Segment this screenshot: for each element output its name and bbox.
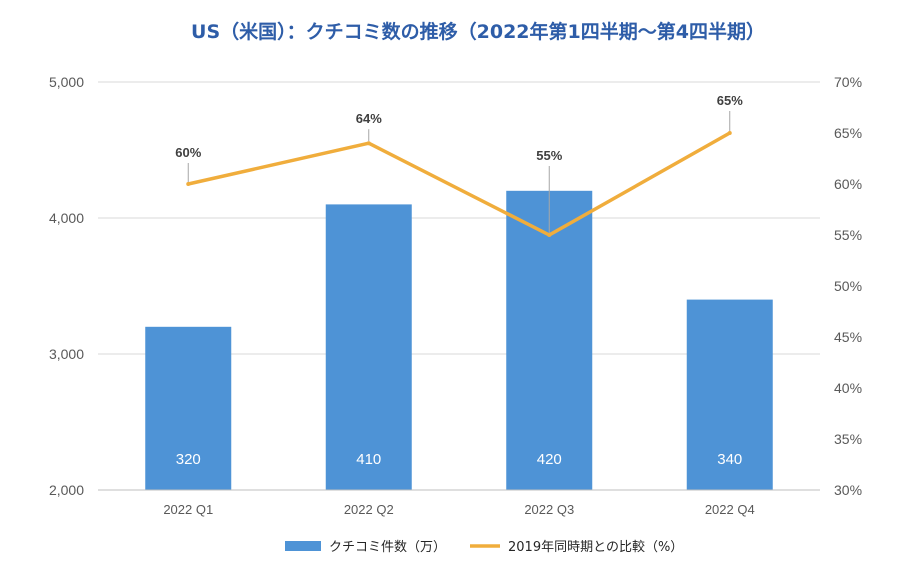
line-point <box>727 131 732 135</box>
bar-data-label: 340 <box>717 451 742 468</box>
y-right-tick-label: 55% <box>834 227 862 243</box>
bar-data-label: 320 <box>176 451 201 468</box>
bar-data-label: 410 <box>356 451 381 468</box>
y-right-tick-label: 50% <box>834 278 862 294</box>
bar <box>145 326 232 490</box>
y-axis-left: 2,000 3,000 4,000 5,000 <box>49 74 84 498</box>
legend-label-bar: クチコミ件数（万） <box>329 540 446 555</box>
x-tick-label: 2022 Q2 <box>344 502 394 517</box>
y-right-tick-label: 60% <box>834 176 862 192</box>
x-axis-categories: 2022 Q1 2022 Q2 2022 Q3 2022 Q4 <box>163 502 754 517</box>
line-data-label: 55% <box>536 148 562 163</box>
line-point <box>186 182 191 186</box>
line-series: 60% 64% 55% 65% <box>175 93 743 237</box>
chart-title-text: US（米国）：クチコミ数の推移（2022年第1四半期～第4四半期） <box>191 20 765 43</box>
chart-title: US（米国）：クチコミ数の推移（2022年第1四半期～第4四半期） <box>191 20 765 43</box>
y-right-tick-label: 35% <box>834 431 862 447</box>
bar <box>686 299 773 490</box>
line-point <box>547 233 552 237</box>
bar <box>506 190 593 491</box>
x-tick-label: 2022 Q3 <box>524 502 574 517</box>
y-left-tick-label: 3,000 <box>49 346 84 362</box>
bar-series: 320 410 420 340 <box>145 190 773 491</box>
legend-swatch-bar <box>285 541 321 551</box>
line-data-label: 65% <box>717 93 743 108</box>
y-right-tick-label: 70% <box>834 74 862 90</box>
x-tick-label: 2022 Q1 <box>163 502 213 517</box>
y-axis-right: 30% 35% 40% 45% 50% 55% 60% 65% 70% <box>834 74 862 498</box>
legend: クチコミ件数（万） 2019年同時期との比較（%） <box>285 540 683 555</box>
line-path <box>187 131 731 237</box>
y-right-tick-label: 45% <box>834 329 862 345</box>
bar <box>325 204 412 490</box>
line-point <box>366 141 371 146</box>
y-right-tick-label: 65% <box>834 125 862 141</box>
legend-label-line: 2019年同時期との比較（%） <box>508 540 683 555</box>
bar-data-label: 420 <box>537 451 562 468</box>
line-data-label: 64% <box>356 111 382 126</box>
y-left-tick-label: 4,000 <box>49 210 84 226</box>
y-left-tick-label: 5,000 <box>49 74 84 90</box>
y-right-tick-label: 40% <box>834 380 862 396</box>
y-left-tick-label: 2,000 <box>49 482 84 498</box>
y-right-tick-label: 30% <box>834 482 862 498</box>
x-tick-label: 2022 Q4 <box>705 502 755 517</box>
line-data-label: 60% <box>175 145 201 160</box>
